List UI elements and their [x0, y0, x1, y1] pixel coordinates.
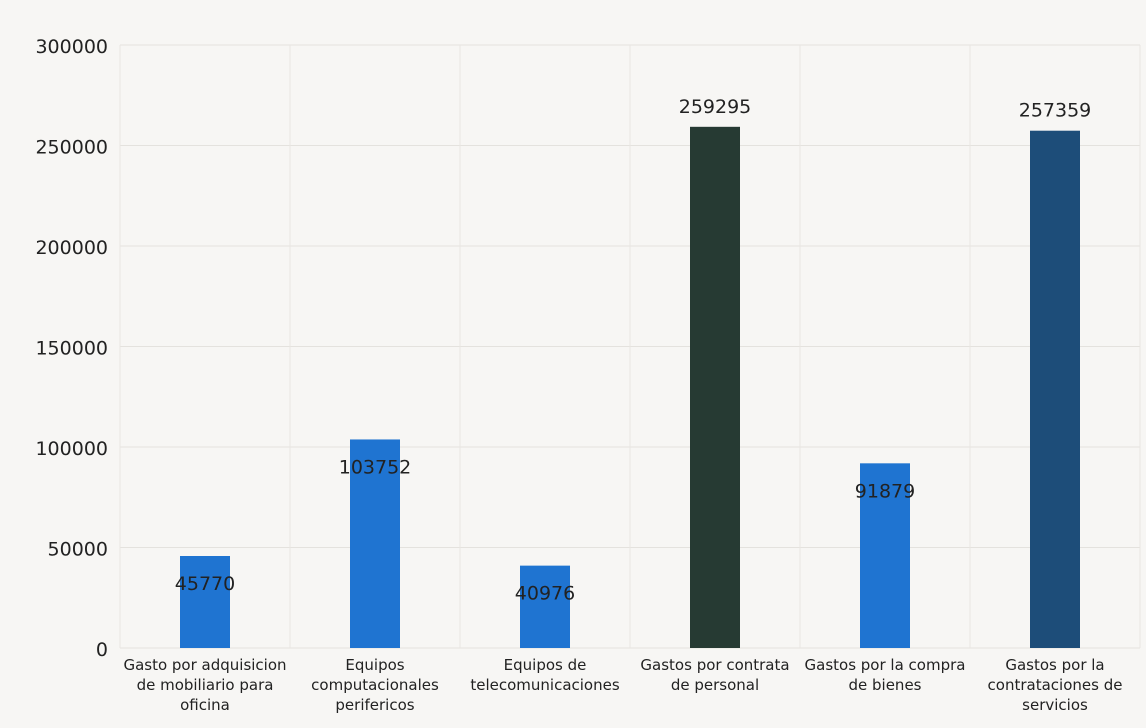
- x-tick-label: telecomunicaciones: [470, 676, 619, 694]
- x-tick-label: Equipos de: [504, 656, 587, 674]
- y-tick-label: 50000: [48, 539, 108, 561]
- bar: [520, 565, 570, 648]
- data-label: 257359: [1019, 100, 1092, 122]
- x-tick-label: Gastos por la: [1005, 656, 1104, 674]
- bar: [690, 126, 740, 649]
- data-label: 103752: [339, 456, 412, 478]
- bar: [860, 463, 910, 648]
- bar: [350, 439, 400, 648]
- gridlines: [119, 44, 1141, 649]
- y-tick-label: 300000: [35, 36, 108, 58]
- y-axis-tick-labels: 0 50000 100000 150000 200000 250000 300000: [35, 36, 108, 661]
- x-tick-label: contrataciones de: [988, 676, 1123, 694]
- data-label: 45770: [175, 573, 235, 595]
- x-tick-label: oficina: [180, 696, 230, 714]
- data-labels: 45770 103752 40976 259295 91879 257359: [175, 96, 1091, 605]
- y-tick-label: 150000: [35, 338, 108, 360]
- x-tick-label: perifericos: [335, 696, 414, 714]
- x-tick-label: de personal: [671, 676, 759, 694]
- bar: [180, 556, 230, 648]
- y-tick-label: 100000: [35, 438, 108, 460]
- x-tick-label: Equipos: [345, 656, 404, 674]
- x-tick-label: Gastos por contrata: [640, 656, 789, 674]
- data-label: 91879: [855, 480, 915, 502]
- x-tick-label: Gastos por la compra: [805, 656, 966, 674]
- x-tick-label: computacionales: [311, 676, 439, 694]
- x-tick-label: de bienes: [849, 676, 922, 694]
- x-axis-category-labels: Gasto por adquisicion de mobiliario para o…: [123, 656, 1122, 714]
- y-tick-label: 0: [96, 639, 108, 661]
- x-tick-label: de mobiliario para: [137, 676, 274, 694]
- x-tick-label: servicios: [1022, 696, 1088, 714]
- data-label: 40976: [515, 583, 575, 605]
- data-label: 259295: [679, 96, 752, 118]
- x-tick-label: Gasto por adquisicion: [123, 656, 286, 674]
- bars: [180, 126, 1080, 649]
- y-tick-label: 250000: [35, 137, 108, 159]
- y-tick-label: 200000: [35, 237, 108, 259]
- bar: [1030, 130, 1080, 649]
